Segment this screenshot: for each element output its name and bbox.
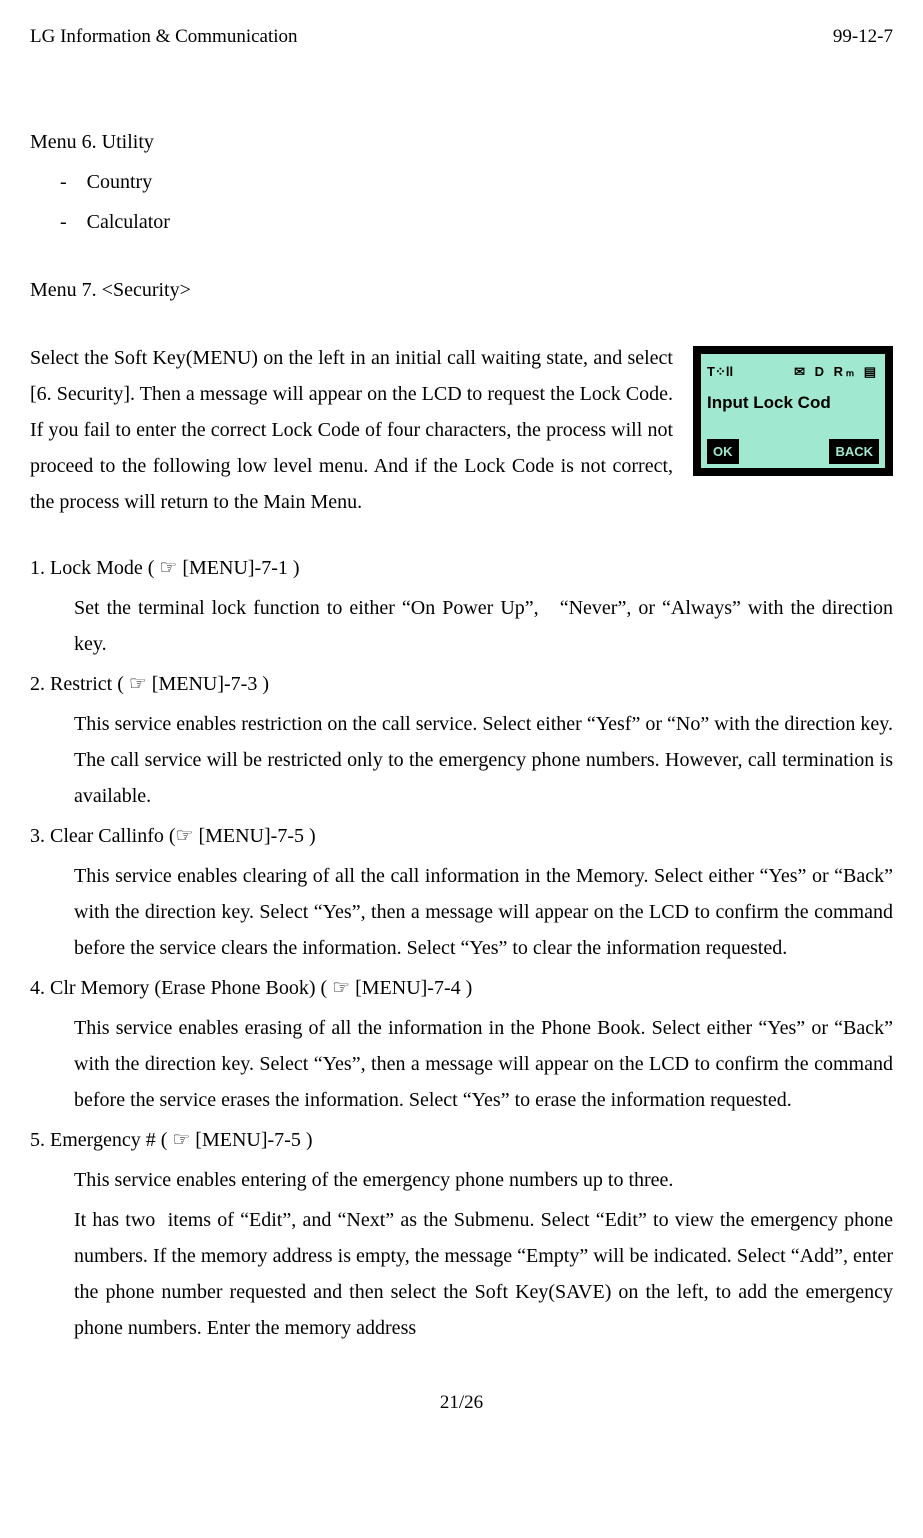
item-3-heading: 3. Clear Callinfo (☞ [MENU]-7-5 ): [30, 818, 893, 854]
lcd-ok-button: OK: [707, 439, 739, 464]
menu6-item-calculator: - Calculator: [30, 204, 893, 240]
item-4-desc: This service enables erasing of all the …: [30, 1010, 893, 1118]
intro-block: Select the Soft Key(MENU) on the left in…: [30, 340, 893, 520]
document-date: 99-12-7: [833, 20, 893, 54]
lcd-prompt-text: Input Lock Cod: [707, 388, 879, 419]
item-2-heading: 2. Restrict ( ☞ [MENU]-7-3 ): [30, 666, 893, 702]
lcd-screen-image: T⁘ll ✉ D Rₘ ▤ Input Lock Cod _ OK BACK: [693, 346, 893, 476]
menu6-title: Menu 6. Utility: [30, 124, 893, 160]
item-5-desc: This service enables entering of the eme…: [30, 1162, 893, 1198]
page-number: 21/26: [30, 1386, 893, 1420]
item-5-heading: 5. Emergency # ( ☞ [MENU]-7-5 ): [30, 1122, 893, 1158]
lcd-signal-icon: T⁘ll: [707, 360, 733, 383]
intro-text: Select the Soft Key(MENU) on the left in…: [30, 340, 673, 520]
menu7-title: Menu 7. <Security>: [30, 272, 893, 308]
item-2-desc: This service enables restriction on the …: [30, 706, 893, 814]
company-name: LG Information & Communication: [30, 20, 298, 54]
lcd-inner: T⁘ll ✉ D Rₘ ▤ Input Lock Cod _ OK BACK: [701, 354, 885, 468]
item-1-desc: Set the terminal lock function to either…: [30, 590, 893, 662]
lcd-status-right: ✉ D Rₘ ▤: [794, 360, 879, 383]
document-header: LG Information & Communication 99-12-7: [30, 20, 893, 54]
menu6-item-country: - Country: [30, 164, 893, 200]
item-1-heading: 1. Lock Mode ( ☞ [MENU]-7-1 ): [30, 550, 893, 586]
item-4-heading: 4. Clr Memory (Erase Phone Book) ( ☞ [ME…: [30, 970, 893, 1006]
item-3-desc: This service enables clearing of all the…: [30, 858, 893, 966]
lcd-softkeys: OK BACK: [707, 439, 879, 464]
lcd-back-button: BACK: [829, 439, 879, 464]
lcd-status-icons: T⁘ll ✉ D Rₘ ▤: [707, 360, 879, 383]
item-5-desc2: It has two items of “Edit”, and “Next” a…: [30, 1202, 893, 1346]
